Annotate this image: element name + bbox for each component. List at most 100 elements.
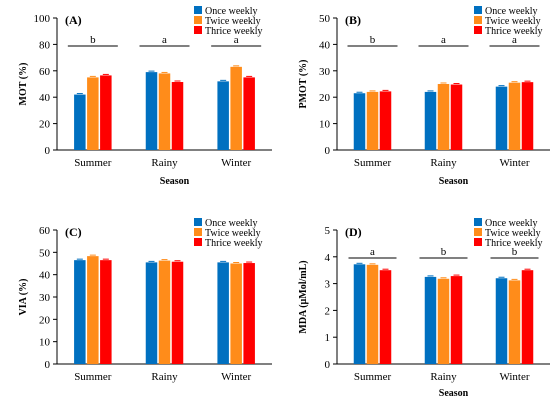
x-axis-label: Season xyxy=(439,388,469,399)
bar-twice-weekly xyxy=(366,91,379,150)
bar-once-weekly xyxy=(145,262,158,364)
bar-thrice-weekly xyxy=(171,82,184,150)
y-tick-label: 40 xyxy=(39,92,51,104)
legend-swatch xyxy=(194,238,202,246)
y-tick-label: 0 xyxy=(325,359,331,371)
bar-once-weekly xyxy=(495,278,508,364)
x-axis-label: Season xyxy=(439,176,469,187)
chart-panel-4: 0 1 2 3 4 5 MDA (µMol/mL) Summer a Rainy b Winter b S… xyxy=(298,218,550,399)
x-tick-label: Rainy xyxy=(430,371,457,383)
panel-label: (A) xyxy=(65,13,82,27)
significance-letter: a xyxy=(234,34,239,46)
y-tick-label: 0 xyxy=(45,145,51,157)
y-tick-label: 10 xyxy=(319,119,331,131)
legend-label: Twice weekly xyxy=(485,16,541,27)
significance-letter: a xyxy=(441,34,446,46)
significance-letter: a xyxy=(512,34,517,46)
legend-swatch xyxy=(194,218,202,226)
bar-once-weekly xyxy=(74,260,86,364)
y-tick-label: 2 xyxy=(325,305,331,317)
bar-once-weekly xyxy=(424,276,437,364)
legend-label: Twice weekly xyxy=(205,16,261,27)
x-tick-label: Summer xyxy=(354,157,392,169)
legend-swatch xyxy=(194,16,202,24)
y-axis-label: MDA (µMol/mL) xyxy=(298,260,309,333)
legend-swatch xyxy=(194,228,202,236)
legend-swatch xyxy=(474,218,482,226)
legend-swatch xyxy=(474,228,482,236)
y-axis-label: MOT (%) xyxy=(18,63,29,106)
x-tick-label: Winter xyxy=(499,157,529,169)
y-tick-label: 80 xyxy=(39,39,51,51)
y-tick-label: 4 xyxy=(325,252,331,264)
y-tick-label: 20 xyxy=(39,119,51,131)
y-tick-label: 5 xyxy=(325,225,331,237)
legend-label: Twice weekly xyxy=(485,228,541,239)
y-tick-label: 0 xyxy=(325,145,331,157)
bar-thrice-weekly xyxy=(450,276,463,364)
y-axis-label: PMOT (%) xyxy=(298,60,309,109)
bar-twice-weekly xyxy=(87,77,99,150)
bar-twice-weekly xyxy=(87,256,99,364)
bar-thrice-weekly xyxy=(521,82,534,150)
x-tick-label: Summer xyxy=(74,157,112,169)
y-tick-label: 100 xyxy=(34,13,51,25)
x-axis-label: Season xyxy=(160,176,190,187)
x-tick-label: Winter xyxy=(221,157,251,169)
x-tick-label: Rainy xyxy=(151,371,178,383)
x-tick-label: Winter xyxy=(499,371,529,383)
bar-twice-weekly xyxy=(366,264,379,364)
y-tick-label: 50 xyxy=(319,13,331,25)
bar-thrice-weekly xyxy=(379,270,392,364)
chart-panel-2: 0 10 20 30 40 50 PMOT (%) Summer b Rainy a Winter a S… xyxy=(298,6,550,187)
y-tick-label: 60 xyxy=(39,66,51,78)
legend-swatch xyxy=(474,26,482,34)
y-tick-label: 3 xyxy=(325,279,331,291)
bar-once-weekly xyxy=(353,93,366,150)
bar-twice-weekly xyxy=(230,263,242,364)
bar-twice-weekly xyxy=(230,66,242,150)
legend-swatch xyxy=(194,6,202,14)
bar-once-weekly xyxy=(495,86,508,150)
bar-thrice-weekly xyxy=(100,75,112,150)
bar-twice-weekly xyxy=(508,280,521,364)
bar-once-weekly xyxy=(74,94,86,150)
bar-thrice-weekly xyxy=(450,84,463,150)
bar-thrice-weekly xyxy=(521,270,534,364)
legend-swatch xyxy=(474,6,482,14)
bar-once-weekly xyxy=(353,264,366,364)
y-tick-label: 20 xyxy=(319,92,331,104)
legend-label: Once weekly xyxy=(485,218,537,229)
legend-swatch xyxy=(474,238,482,246)
panel-label: (B) xyxy=(345,13,361,27)
legend-label: Thrice weekly xyxy=(205,238,262,249)
x-tick-label: Rainy xyxy=(430,157,457,169)
x-tick-label: Summer xyxy=(74,371,112,383)
significance-letter: b xyxy=(441,246,447,258)
significance-letter: a xyxy=(162,34,167,46)
y-tick-label: 30 xyxy=(39,292,51,304)
y-tick-label: 50 xyxy=(39,247,51,259)
bar-twice-weekly xyxy=(158,260,171,364)
bar-twice-weekly xyxy=(508,82,521,150)
legend-label: Thrice weekly xyxy=(205,26,262,37)
legend-swatch xyxy=(474,16,482,24)
y-tick-label: 60 xyxy=(39,225,51,237)
legend-label: Thrice weekly xyxy=(485,26,542,37)
y-tick-label: 40 xyxy=(319,39,331,51)
legend-label: Once weekly xyxy=(485,6,537,17)
bar-thrice-weekly xyxy=(100,260,112,364)
bar-twice-weekly xyxy=(158,73,171,150)
y-tick-label: 20 xyxy=(39,314,51,326)
bar-twice-weekly xyxy=(437,84,450,150)
bar-once-weekly xyxy=(217,262,229,364)
legend-label: Thrice weekly xyxy=(485,238,542,249)
bar-once-weekly xyxy=(145,72,158,150)
significance-letter: b xyxy=(370,34,376,46)
chart-panel-3: 0 10 20 30 40 50 60 VIA (%) Summer Rainy Winter (C)… xyxy=(18,218,272,383)
bar-thrice-weekly xyxy=(243,77,255,150)
y-axis-label: VIA (%) xyxy=(18,279,29,316)
x-tick-label: Winter xyxy=(221,371,251,383)
